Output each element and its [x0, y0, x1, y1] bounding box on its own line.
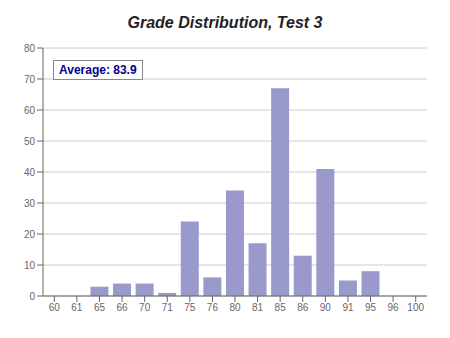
svg-text:90: 90 — [320, 302, 332, 313]
svg-text:0: 0 — [29, 291, 35, 302]
svg-text:100: 100 — [407, 302, 424, 313]
svg-text:80: 80 — [229, 302, 241, 313]
svg-text:60: 60 — [49, 302, 61, 313]
svg-text:60: 60 — [24, 105, 36, 116]
svg-text:71: 71 — [162, 302, 174, 313]
svg-text:65: 65 — [94, 302, 106, 313]
svg-text:70: 70 — [139, 302, 151, 313]
html-text:Average: 83.9: Average: 83.9 — [59, 63, 137, 77]
svg-text:76: 76 — [207, 302, 219, 313]
svg-text:86: 86 — [297, 302, 309, 313]
svg-text:81: 81 — [252, 302, 264, 313]
svg-text:91: 91 — [342, 302, 354, 313]
svg-text:80: 80 — [24, 43, 36, 54]
svg-text:30: 30 — [24, 198, 36, 209]
svg-text:10: 10 — [24, 260, 36, 271]
svg-text:95: 95 — [365, 302, 377, 313]
svg-text:50: 50 — [24, 136, 36, 147]
svg-text:40: 40 — [24, 167, 36, 178]
svg-text:75: 75 — [184, 302, 196, 313]
html-text:Grade Distribution, Test 3: Grade Distribution, Test 3 — [127, 14, 323, 31]
svg-text:70: 70 — [24, 74, 36, 85]
svg-text:96: 96 — [388, 302, 400, 313]
svg-text:20: 20 — [24, 229, 36, 240]
svg-text:85: 85 — [275, 302, 287, 313]
svg-text:66: 66 — [116, 302, 128, 313]
svg-text:61: 61 — [71, 302, 83, 313]
